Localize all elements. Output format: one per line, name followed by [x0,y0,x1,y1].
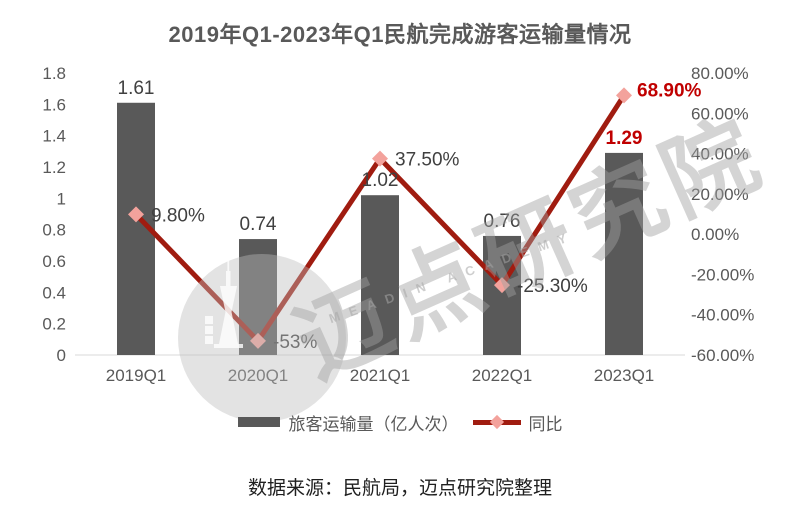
bar-value-label: 0.76 [484,211,521,232]
legend-line-label: 同比 [528,414,563,434]
bar-value-label: 0.74 [240,214,277,235]
line-marker-icon [250,332,266,349]
line-value-label: 37.50% [395,150,460,171]
x-axis-label: 2023Q1 [594,366,655,385]
left-axis-tick: 1.8 [42,64,66,83]
bar-value-label: 1.61 [118,78,155,99]
page-title: 2019年Q1-2023年Q1民航完成游客运输量情况 [168,22,632,47]
source-note: 数据来源：民航局，迈点研究院整理 [247,478,552,499]
bar-value-label: 1.29 [606,128,643,149]
left-axis-tick: 1.6 [42,95,66,114]
bar [483,235,521,355]
x-axis-label: 2022Q1 [472,366,533,385]
right-axis-tick: -60.00% [691,346,754,365]
line-marker-icon [616,87,632,104]
left-axis-tick: 1.4 [42,127,66,146]
line-value-label: 9.80% [151,205,205,226]
right-axis-tick: 0.00% [691,225,739,244]
left-axis-tick: 0.2 [42,315,66,334]
combo-chart: 1.8 1.6 1.4 1.2 1 0.8 0.6 0.4 0.2 0 80.00% 60.00% 40… [42,64,754,385]
left-axis-tick: 1 [57,189,66,208]
right-axis-tick: 60.00% [691,104,749,123]
x-axis-label: 2020Q1 [228,366,289,385]
legend-line-swatch-icon [472,414,521,429]
x-axis-label: 2021Q1 [350,366,411,385]
left-axis-tick: 0.4 [42,283,66,302]
bar [605,152,643,355]
left-axis-tick: 1.2 [42,158,66,177]
right-axis-tick: -20.00% [691,265,754,284]
bar [361,195,399,355]
line-value-label: 68.90% [637,80,702,101]
left-axis-tick: 0.8 [42,221,66,240]
line-marker-icon [494,277,510,294]
left-axis-tick: 0.6 [42,252,66,271]
legend-bar-swatch-icon [237,417,280,427]
right-axis-tick: 40.00% [691,145,749,164]
right-axis-tick: 20.00% [691,185,749,204]
line-marker-icon [128,206,144,223]
chart-legend: 旅客运输量（亿人次） 同比 [0,411,800,434]
right-axis-tick: 80.00% [691,64,749,83]
legend-bar-label: 旅客运输量（亿人次） [288,414,459,434]
line-value-label: -53% [273,332,317,353]
legend-line-marker-icon [489,414,504,429]
left-axis-tick: 0 [57,346,66,365]
bar-value-label: 1.02 [362,170,399,191]
x-axis-label: 2019Q1 [106,366,167,385]
line-value-label: -25.30% [517,276,588,297]
right-axis-tick: -40.00% [691,306,754,325]
line-marker-icon [372,150,388,167]
